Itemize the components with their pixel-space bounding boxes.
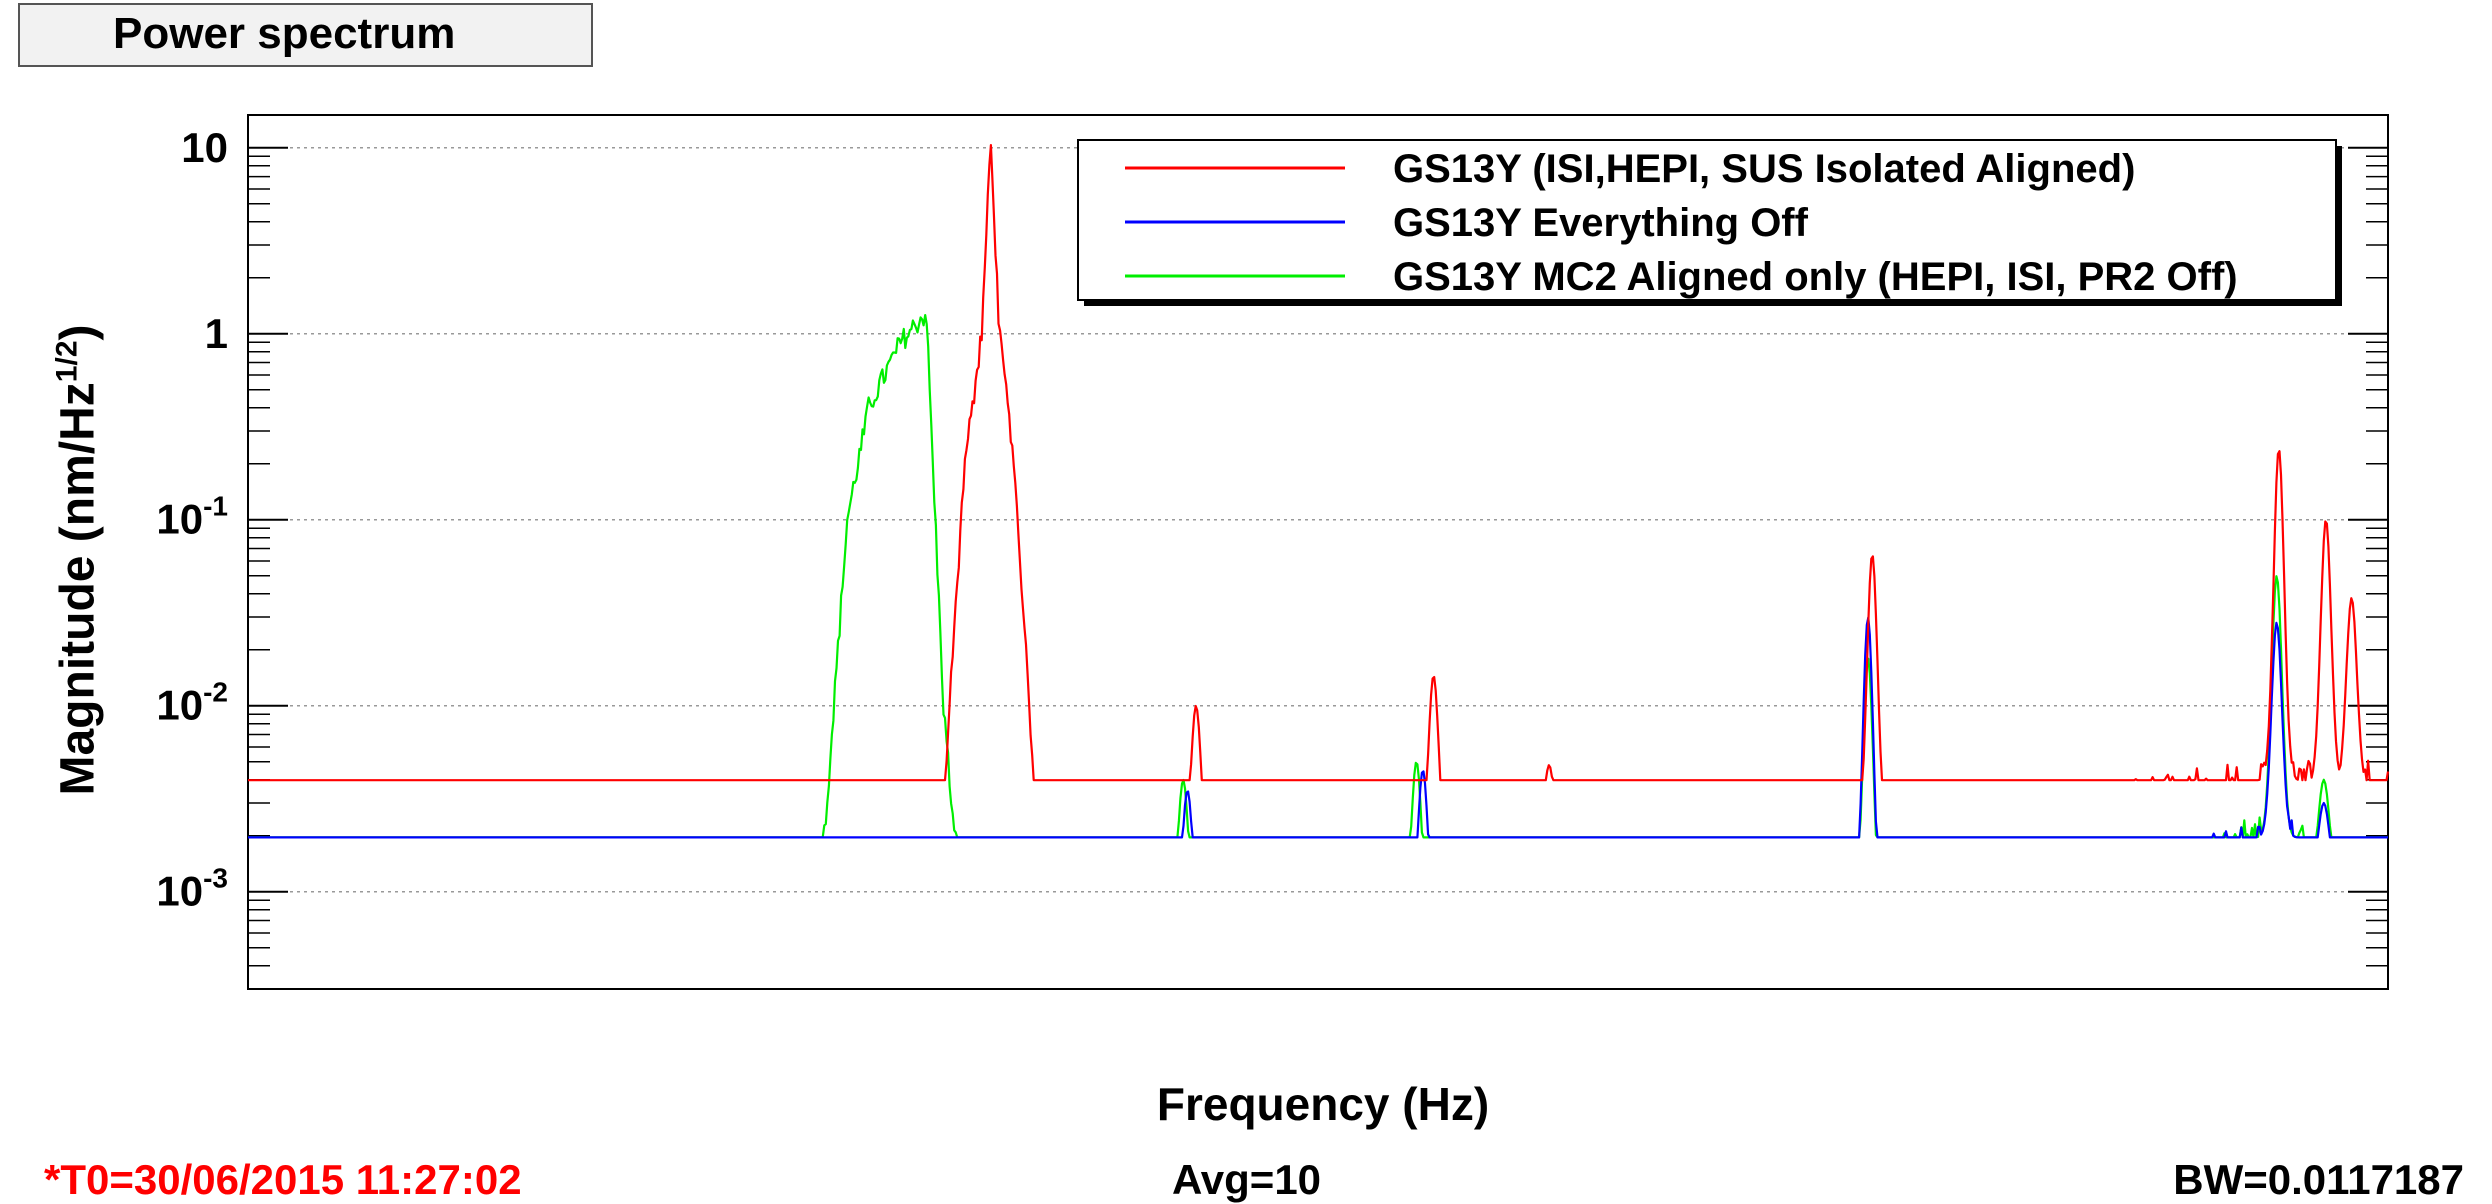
y-axis-label-text: Magnitude (nm/Hz <box>51 382 105 796</box>
x-axis-label: Frequency (Hz) <box>1156 1078 1490 1130</box>
series-line-0 <box>248 144 2390 782</box>
legend: GS13Y (ISI,HEPI, SUS Isolated Aligned) G… <box>1077 139 2342 306</box>
y-axis-label-end: ) <box>51 324 105 341</box>
legend-entry-green: GS13Y MC2 Aligned only (HEPI, ISI, PR2 O… <box>1393 255 2238 299</box>
series-line-1 <box>248 616 2388 839</box>
y-tick-label: 10-2 <box>156 677 228 729</box>
legend-entry-red: GS13Y (ISI,HEPI, SUS Isolated Aligned) <box>1393 147 2135 191</box>
avg-count: Avg=10 <box>1172 1156 1322 1203</box>
y-axis-label: Magnitude (nm/Hz1/2) <box>51 325 106 796</box>
y-tick-label: 10-3 <box>156 863 228 915</box>
chart-title: Power spectrum <box>18 3 593 67</box>
legend-entry-blue: GS13Y Everything Off <box>1393 201 1809 245</box>
y-ticks: 10 1 10-1 10-2 10-3 <box>156 124 2388 990</box>
y-tick-label: 10 <box>181 124 228 171</box>
t0-timestamp: *T0=30/06/2015 11:27:02 <box>44 1156 522 1203</box>
series-lines <box>248 144 2390 839</box>
bandwidth: BW=0.0117187 <box>2173 1156 2464 1203</box>
y-tick-label: 1 <box>205 310 228 357</box>
y-axis-label-sup: 1/2 <box>50 340 84 383</box>
y-tick-label: 10-1 <box>156 491 228 543</box>
